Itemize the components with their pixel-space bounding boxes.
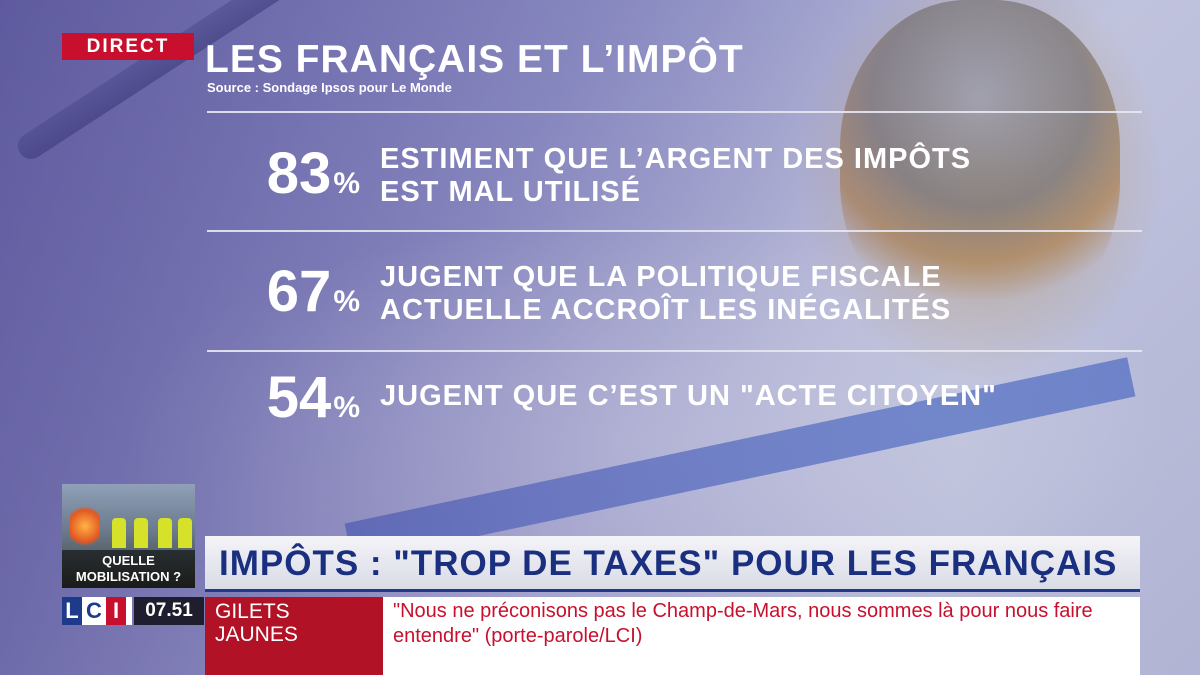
clock: 07.51	[134, 597, 204, 625]
divider	[207, 350, 1142, 352]
percent-sign: %	[333, 167, 360, 200]
percent-sign: %	[333, 391, 360, 424]
graphic-source: Source : Sondage Ipsos pour Le Monde	[207, 80, 452, 95]
live-badge: DIRECT	[62, 33, 194, 60]
thumbnail-label-line: QUELLE	[102, 553, 155, 568]
logo-letter: L	[62, 597, 82, 625]
yellow-vest-figure	[178, 518, 192, 548]
logo-letter: I	[106, 597, 126, 625]
stat-value: 83	[266, 141, 332, 206]
divider	[207, 230, 1142, 232]
stat-value: 67	[266, 259, 332, 324]
yellow-vest-figure	[134, 518, 148, 548]
percent-sign: %	[333, 285, 360, 318]
headline-bar: IMPÔTS : "TROP DE TAXES" POUR LES FRANÇA…	[205, 536, 1140, 592]
stat-description-3: JUGENT QUE C’EST UN "ACTE CITOYEN"	[380, 380, 997, 412]
stat-percentage-1: 83%	[200, 140, 360, 207]
graphic-title: LES FRANÇAIS ET L’IMPÔT	[205, 38, 744, 81]
thumbnail-label-line: MOBILISATION ?	[75, 569, 182, 584]
divider	[207, 111, 1142, 113]
yellow-vest-figure	[158, 518, 172, 548]
ticker-text: "Nous ne préconisons pas le Champ-de-Mar…	[383, 597, 1140, 675]
thumbnail-label: QUELLE MOBILISATION ?	[62, 550, 195, 588]
logo-letter: C	[82, 597, 106, 625]
stat-value: 54	[266, 365, 332, 430]
stat-percentage-2: 67%	[200, 258, 360, 325]
fire-image	[70, 504, 100, 548]
video-thumbnail[interactable]: QUELLE MOBILISATION ?	[62, 484, 195, 588]
stat-description-2: JUGENT QUE LA POLITIQUE FISCALE ACTUELLE…	[380, 261, 952, 326]
stat-description-1: ESTIMENT QUE L’ARGENT DES IMPÔTS EST MAL…	[380, 143, 972, 208]
yellow-vest-figure	[112, 518, 126, 548]
headline-text: IMPÔTS : "TROP DE TAXES" POUR LES FRANÇA…	[219, 544, 1118, 583]
stat-percentage-3: 54%	[200, 364, 360, 431]
ticker-topic: GILETS JAUNES	[205, 597, 383, 675]
